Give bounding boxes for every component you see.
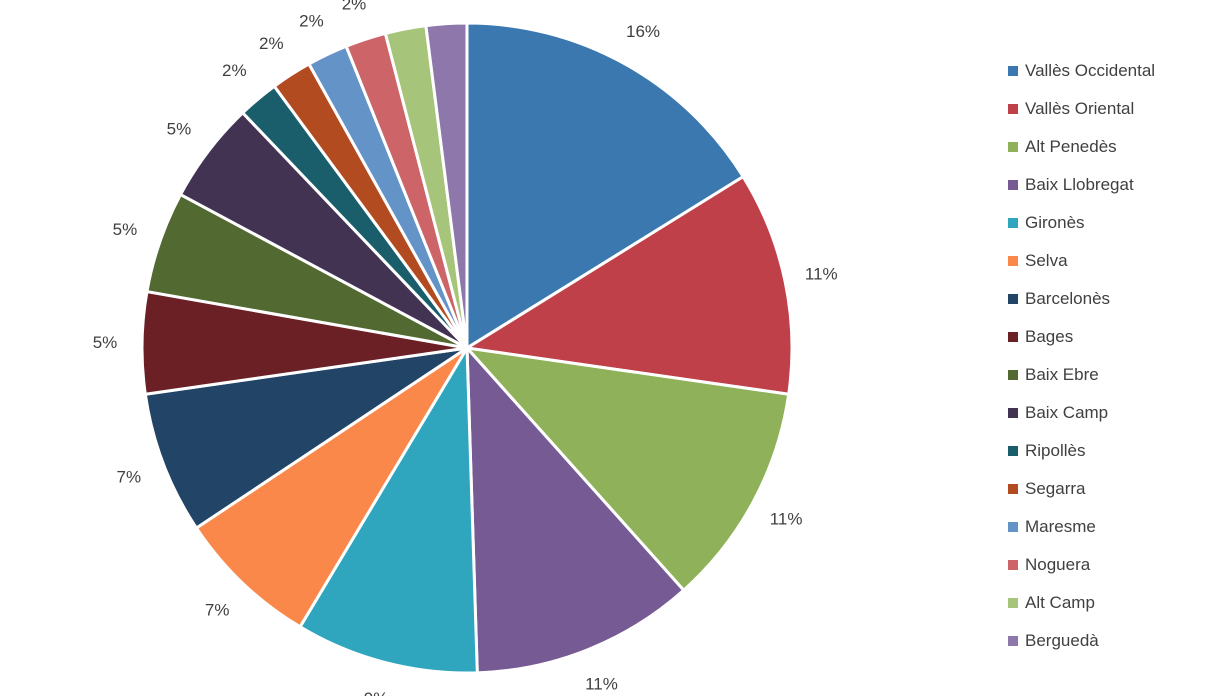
legend-label: Berguedà bbox=[1025, 631, 1099, 650]
legend-label: Selva bbox=[1025, 251, 1068, 270]
legend-item-7: Bages bbox=[1008, 318, 1155, 356]
legend-item-2: Alt Penedès bbox=[1008, 128, 1155, 166]
pie-data-label-12: 2% bbox=[299, 12, 324, 31]
legend-swatch bbox=[1008, 218, 1018, 228]
pie-data-label-9: 5% bbox=[167, 119, 192, 138]
legend-swatch bbox=[1008, 446, 1018, 456]
legend-swatch bbox=[1008, 522, 1018, 532]
legend-label: Segarra bbox=[1025, 479, 1086, 498]
legend-swatch bbox=[1008, 142, 1018, 152]
legend-label: Vallès Oriental bbox=[1025, 99, 1135, 118]
legend-label: Ripollès bbox=[1025, 441, 1086, 460]
legend-label: Maresme bbox=[1025, 517, 1096, 536]
pie-data-label-11: 2% bbox=[259, 34, 284, 53]
legend-label: Barcelonès bbox=[1025, 289, 1111, 308]
legend-swatch bbox=[1008, 256, 1018, 266]
legend-label: Bages bbox=[1025, 327, 1074, 346]
pie-data-label-7: 5% bbox=[93, 333, 118, 352]
legend-item-14: Alt Camp bbox=[1008, 584, 1155, 622]
legend-label: Alt Penedès bbox=[1025, 137, 1117, 156]
legend-item-3: Baix Llobregat bbox=[1008, 166, 1155, 204]
pie-data-label-10: 2% bbox=[222, 61, 247, 80]
pie-data-label-8: 5% bbox=[113, 220, 138, 239]
pie-data-label-4: 9% bbox=[364, 689, 389, 696]
legend-item-9: Baix Camp bbox=[1008, 394, 1155, 432]
pie-data-label-1: 11% bbox=[805, 264, 838, 283]
legend-item-8: Baix Ebre bbox=[1008, 356, 1155, 394]
pie-slice-5 bbox=[194, 346, 469, 629]
legend-label: Alt Camp bbox=[1025, 593, 1095, 612]
legend-label: Baix Llobregat bbox=[1025, 175, 1134, 194]
legend-item-6: Barcelonès bbox=[1008, 280, 1155, 318]
legend-swatch bbox=[1008, 370, 1018, 380]
legend-item-4: Gironès bbox=[1008, 204, 1155, 242]
legend-item-1: Vallès Oriental bbox=[1008, 90, 1155, 128]
pie-slice-6 bbox=[143, 346, 469, 530]
legend-item-15: Berguedà bbox=[1008, 622, 1155, 660]
legend-swatch bbox=[1008, 180, 1018, 190]
pie-data-label-0: 16% bbox=[626, 22, 660, 41]
legend-swatch bbox=[1008, 294, 1018, 304]
pie-data-label-6: 7% bbox=[117, 468, 142, 487]
pie-data-label-5: 7% bbox=[205, 601, 230, 620]
pie-slices bbox=[140, 21, 794, 675]
pie-data-label-2: 11% bbox=[770, 510, 803, 529]
pie-slice-0 bbox=[465, 21, 745, 350]
legend-swatch bbox=[1008, 104, 1018, 114]
legend-swatch bbox=[1008, 598, 1018, 608]
pie-data-label-13: 2% bbox=[342, 0, 367, 14]
pie-slice-4 bbox=[298, 346, 479, 675]
legend-label: Baix Ebre bbox=[1025, 365, 1099, 384]
legend-swatch bbox=[1008, 560, 1018, 570]
legend-label: Noguera bbox=[1025, 555, 1091, 574]
legend-swatch bbox=[1008, 484, 1018, 494]
legend-swatch bbox=[1008, 408, 1018, 418]
pie-data-label-3: 11% bbox=[585, 675, 618, 694]
legend-item-13: Noguera bbox=[1008, 546, 1155, 584]
legend-item-0: Vallès Occidental bbox=[1008, 52, 1155, 90]
legend-swatch bbox=[1008, 636, 1018, 646]
legend-item-5: Selva bbox=[1008, 242, 1155, 280]
pie-slice-3 bbox=[465, 346, 686, 675]
legend-label: Vallès Occidental bbox=[1025, 61, 1156, 80]
legend-label: Baix Camp bbox=[1025, 403, 1109, 422]
pie-data-labels: 16%11%11%11%9%7%7%5%5%5%2%2%2%2%2%2% bbox=[93, 0, 838, 696]
pie-slice-2 bbox=[465, 346, 791, 592]
pie-slice-15 bbox=[424, 21, 469, 350]
legend-item-10: Ripollès bbox=[1008, 432, 1155, 470]
legend-swatch bbox=[1008, 66, 1018, 76]
legend-swatch bbox=[1008, 332, 1018, 342]
legend-item-11: Segarra bbox=[1008, 470, 1155, 508]
legend-item-12: Maresme bbox=[1008, 508, 1155, 546]
chart-legend: Vallès Occidental Vallès Oriental Alt Pene… bbox=[1008, 52, 1155, 660]
legend-label: Gironès bbox=[1025, 213, 1085, 232]
pie-data-label-14: 2% bbox=[386, 0, 411, 2]
pie-slice-1 bbox=[465, 175, 794, 396]
